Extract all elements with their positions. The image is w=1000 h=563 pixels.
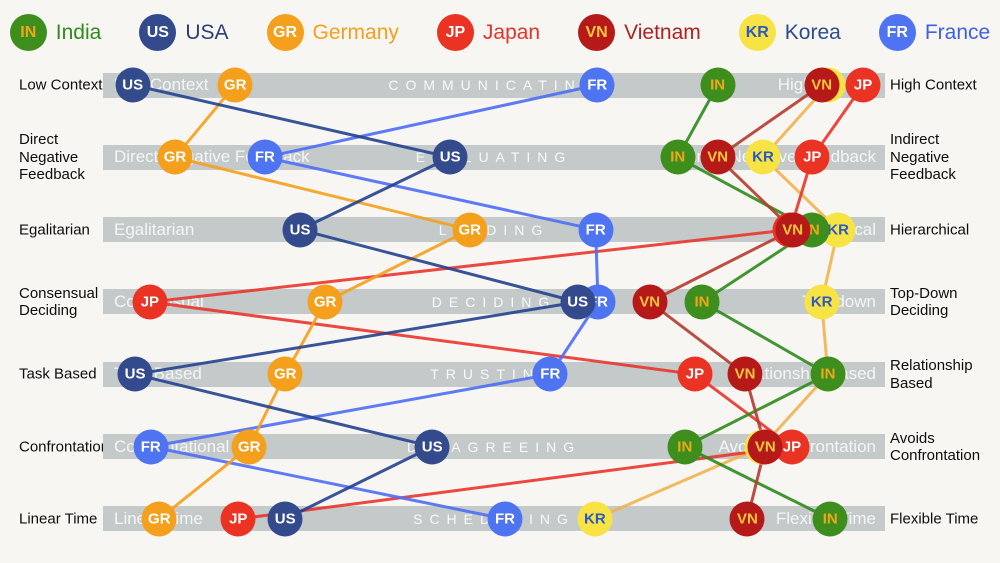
- country-marker-us-scheduling: US: [267, 501, 303, 537]
- country-marker-in-scheduling: IN: [812, 501, 848, 537]
- country-marker-fr-disagreeing: FR: [133, 429, 169, 465]
- legend-item-fr: FR France: [878, 14, 991, 51]
- legend-country-circle-icon: KR: [738, 14, 776, 51]
- country-marker-us-leading: US: [282, 212, 318, 248]
- country-marker-jp-trusting: JP: [677, 356, 713, 392]
- legend-country-circle-icon: US: [139, 14, 177, 51]
- country-marker-vn-deciding: VN: [632, 284, 668, 320]
- legend-label: Korea: [784, 20, 841, 44]
- axis-pole-label-right: Hierarchical: [890, 221, 970, 239]
- legend-item-kr: KR Korea: [738, 14, 841, 51]
- legend-country-circle-icon: GR: [266, 14, 304, 51]
- country-marker-kr-deciding: KR: [804, 284, 840, 320]
- legend-item-in: IN India: [9, 14, 102, 51]
- country-marker-kr-evaluating: KR: [745, 139, 781, 175]
- country-marker-in-disagreeing: IN: [667, 429, 703, 465]
- country-marker-gr-scheduling: GR: [141, 501, 177, 537]
- axis-pole-label-right: Relationship Based: [890, 357, 973, 392]
- country-marker-us-trusting: US: [117, 356, 153, 392]
- country-marker-us-evaluating: US: [432, 139, 468, 175]
- country-marker-gr-deciding: GR: [307, 284, 343, 320]
- axis-pole-label-right: High Context: [890, 76, 977, 94]
- country-marker-fr-communicating: FR: [579, 67, 615, 103]
- country-marker-us-disagreeing: US: [414, 429, 450, 465]
- legend-label: Japan: [482, 20, 541, 44]
- legend: IN India US USA GR Germany JP Japan VN Vietnam KR K…: [0, 14, 1000, 51]
- country-marker-jp-communicating: JP: [845, 67, 881, 103]
- axis-pole-label-left: Linear Time: [19, 510, 98, 528]
- country-marker-vn-leading: VN: [775, 212, 811, 248]
- legend-country-circle-icon: JP: [436, 14, 474, 51]
- legend-label: Vietnam: [624, 20, 701, 44]
- country-marker-jp-deciding: JP: [132, 284, 168, 320]
- axis-pole-label-right: Top-Down Deciding: [890, 284, 958, 319]
- country-marker-gr-disagreeing: GR: [231, 429, 267, 465]
- legend-label: USA: [185, 20, 229, 44]
- country-marker-jp-scheduling: JP: [220, 501, 256, 537]
- axis-pole-label-left: Low Context: [19, 76, 103, 94]
- country-marker-us-deciding: US: [560, 284, 596, 320]
- legend-item-vn: VN Vietnam: [578, 14, 701, 51]
- bar-dimension-name: DECIDING: [431, 293, 557, 310]
- country-marker-vn-scheduling: VN: [729, 501, 765, 537]
- legend-item-us: US USA: [139, 14, 229, 51]
- country-marker-gr-communicating: GR: [217, 67, 253, 103]
- country-marker-gr-trusting: GR: [267, 356, 303, 392]
- legend-label: Germany: [312, 20, 399, 44]
- dimension-bar-trusting: Task Based TRUSTING Relationship Based: [103, 361, 885, 387]
- legend-item-jp: JP Japan: [436, 14, 541, 51]
- legend-country-circle-icon: VN: [578, 14, 616, 51]
- axis-pole-label-left: Task Based: [19, 365, 97, 383]
- country-marker-in-communicating: IN: [700, 67, 736, 103]
- country-marker-fr-leading: FR: [578, 212, 614, 248]
- country-marker-fr-scheduling: FR: [487, 501, 523, 537]
- country-marker-fr-trusting: FR: [532, 356, 568, 392]
- country-marker-vn-trusting: VN: [727, 356, 763, 392]
- country-marker-vn-disagreeing: VN: [747, 429, 783, 465]
- legend-label: France: [924, 20, 991, 44]
- dimension-bar-leading: EgalitarianLEADINGHierarchical: [103, 217, 885, 243]
- country-marker-gr-leading: GR: [452, 212, 488, 248]
- country-marker-jp-evaluating: JP: [794, 139, 830, 175]
- dimension-bar-deciding: ConsensualDECIDINGTop-down: [103, 289, 885, 315]
- bar-inside-left-text: Egalitarian: [114, 219, 195, 239]
- bar-dimension-name: COMMUNICATING: [388, 77, 600, 93]
- axis-pole-label-right: Flexible Time: [890, 510, 979, 528]
- bar-inside-left-text: Confrontational: [114, 436, 230, 456]
- axis-pole-label-left: Confrontational: [19, 438, 121, 456]
- legend-label: India: [55, 20, 102, 44]
- country-marker-fr-evaluating: FR: [247, 139, 283, 175]
- country-marker-vn-evaluating: VN: [700, 139, 736, 175]
- country-marker-in-evaluating: IN: [660, 139, 696, 175]
- legend-country-circle-icon: IN: [9, 14, 47, 51]
- country-marker-in-trusting: IN: [810, 356, 846, 392]
- axis-pole-label-left: Consensual Deciding: [19, 284, 99, 319]
- axis-pole-label-left: Egalitarian: [19, 221, 90, 239]
- legend-country-circle-icon: FR: [878, 14, 916, 51]
- country-marker-kr-scheduling: KR: [577, 501, 613, 537]
- axis-pole-label-left: Direct Negative Feedback: [19, 131, 85, 183]
- axis-pole-label-right: Indirect Negative Feedback: [890, 131, 956, 183]
- country-marker-gr-evaluating: GR: [157, 139, 193, 175]
- country-marker-in-deciding: IN: [684, 284, 720, 320]
- country-marker-vn-communicating: VN: [804, 67, 840, 103]
- country-marker-us-communicating: US: [115, 67, 151, 103]
- legend-item-gr: GR Germany: [266, 14, 399, 51]
- axis-pole-label-right: Avoids Confrontation: [890, 429, 981, 464]
